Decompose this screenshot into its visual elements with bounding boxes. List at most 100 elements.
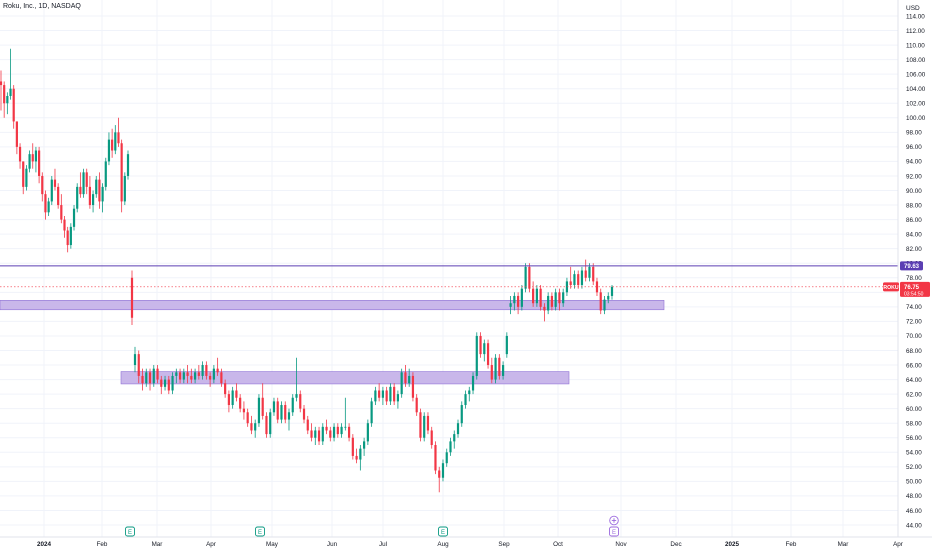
candle[interactable] bbox=[374, 386, 377, 406]
candle[interactable] bbox=[85, 168, 88, 195]
candle[interactable] bbox=[250, 415, 253, 435]
candle[interactable] bbox=[31, 143, 34, 169]
candle[interactable] bbox=[107, 132, 111, 166]
candle[interactable] bbox=[498, 354, 501, 380]
candle[interactable] bbox=[558, 288, 561, 311]
candle[interactable] bbox=[513, 292, 516, 311]
candle[interactable] bbox=[220, 368, 223, 387]
candle[interactable] bbox=[117, 117, 120, 147]
candle[interactable] bbox=[148, 368, 152, 391]
candle[interactable] bbox=[603, 295, 606, 315]
candle[interactable] bbox=[47, 197, 50, 216]
price-zone[interactable] bbox=[0, 300, 665, 311]
candle[interactable] bbox=[332, 423, 336, 442]
candle[interactable] bbox=[265, 412, 268, 438]
candle[interactable] bbox=[63, 215, 66, 238]
earnings-marker[interactable]: E bbox=[125, 526, 135, 537]
candle[interactable] bbox=[38, 146, 41, 184]
candle[interactable] bbox=[178, 368, 182, 384]
candle[interactable] bbox=[257, 394, 261, 427]
candle[interactable] bbox=[98, 172, 101, 209]
add-event-icon[interactable] bbox=[609, 515, 619, 526]
candle[interactable] bbox=[547, 292, 550, 315]
candle[interactable] bbox=[186, 365, 189, 384]
candle[interactable] bbox=[404, 365, 407, 387]
candle[interactable] bbox=[137, 350, 140, 384]
candle[interactable] bbox=[216, 357, 219, 376]
candle[interactable] bbox=[57, 183, 60, 209]
candle[interactable] bbox=[351, 434, 354, 460]
candle[interactable] bbox=[280, 401, 283, 424]
candle[interactable] bbox=[562, 288, 565, 307]
candle[interactable] bbox=[532, 281, 535, 307]
candle[interactable] bbox=[520, 285, 523, 311]
candle[interactable] bbox=[193, 368, 197, 384]
candle[interactable] bbox=[272, 397, 276, 416]
candle[interactable] bbox=[197, 365, 200, 380]
candle[interactable] bbox=[366, 419, 369, 446]
candle[interactable] bbox=[325, 419, 328, 435]
candle[interactable] bbox=[396, 390, 400, 409]
candle[interactable] bbox=[291, 394, 294, 416]
candle[interactable] bbox=[475, 332, 478, 380]
currency-label[interactable]: USD bbox=[906, 5, 920, 12]
candle[interactable] bbox=[400, 368, 403, 398]
candle[interactable] bbox=[378, 383, 381, 402]
candle[interactable] bbox=[577, 270, 580, 289]
candle[interactable] bbox=[25, 165, 28, 191]
candle[interactable] bbox=[201, 361, 204, 380]
candle[interactable] bbox=[539, 285, 542, 311]
candle[interactable] bbox=[460, 401, 463, 427]
candle[interactable] bbox=[145, 368, 148, 387]
candle[interactable] bbox=[509, 295, 512, 315]
candle[interactable] bbox=[235, 383, 238, 402]
candle[interactable] bbox=[130, 270, 134, 326]
candle[interactable] bbox=[565, 277, 569, 296]
candle[interactable] bbox=[607, 292, 610, 304]
candle[interactable] bbox=[393, 383, 396, 406]
candle[interactable] bbox=[167, 375, 170, 395]
candle[interactable] bbox=[156, 365, 159, 384]
candle[interactable] bbox=[456, 419, 460, 438]
candle[interactable] bbox=[554, 288, 557, 311]
candle[interactable] bbox=[141, 368, 144, 391]
candle[interactable] bbox=[284, 401, 287, 424]
candle[interactable] bbox=[580, 266, 584, 289]
candle[interactable] bbox=[69, 223, 72, 249]
candle[interactable] bbox=[212, 365, 215, 384]
candle[interactable] bbox=[231, 386, 234, 409]
candle[interactable] bbox=[15, 121, 18, 155]
candle[interactable] bbox=[569, 266, 572, 289]
candle[interactable] bbox=[76, 183, 79, 213]
candle[interactable] bbox=[344, 397, 347, 431]
candle[interactable] bbox=[449, 437, 452, 456]
candle[interactable] bbox=[517, 292, 520, 315]
candle[interactable] bbox=[441, 459, 445, 482]
candle[interactable] bbox=[595, 277, 599, 296]
candle[interactable] bbox=[464, 390, 467, 409]
candle[interactable] bbox=[479, 332, 482, 358]
candle[interactable] bbox=[423, 412, 426, 442]
candle[interactable] bbox=[408, 368, 411, 387]
candle[interactable] bbox=[239, 394, 242, 413]
candle[interactable] bbox=[22, 161, 25, 195]
candle[interactable] bbox=[126, 150, 130, 180]
candle[interactable] bbox=[246, 408, 249, 427]
candle[interactable] bbox=[370, 397, 373, 427]
candle[interactable] bbox=[385, 386, 388, 406]
candle[interactable] bbox=[524, 263, 527, 293]
candle[interactable] bbox=[434, 441, 437, 475]
candle[interactable] bbox=[209, 372, 212, 387]
candle[interactable] bbox=[438, 466, 441, 493]
candle[interactable] bbox=[314, 426, 317, 446]
candle[interactable] bbox=[445, 448, 448, 467]
candle[interactable] bbox=[584, 259, 587, 282]
candle[interactable] bbox=[610, 285, 614, 300]
candle[interactable] bbox=[336, 423, 339, 438]
candle[interactable] bbox=[160, 375, 163, 395]
candle[interactable] bbox=[276, 397, 279, 424]
candle[interactable] bbox=[205, 361, 208, 380]
candle[interactable] bbox=[340, 423, 343, 438]
